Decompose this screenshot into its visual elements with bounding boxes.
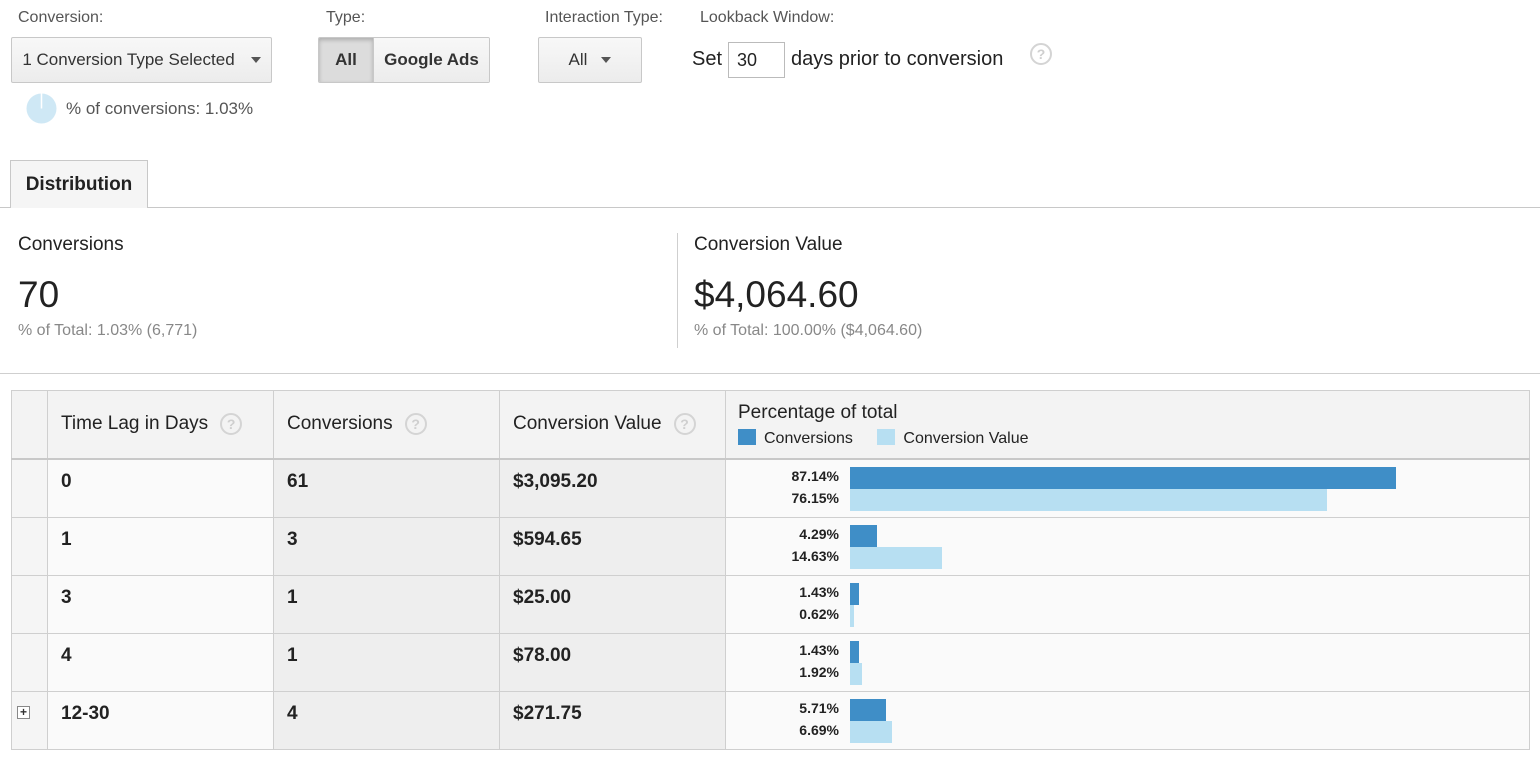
conversions-bar <box>850 466 1397 489</box>
cell-percentage-bars: 5.71% 6.69% <box>725 690 1530 750</box>
cell-conversions: 1 <box>273 632 500 692</box>
lookback-days-input[interactable] <box>728 42 785 78</box>
summary-divider <box>677 233 678 348</box>
summary-conversions-sub: % of Total: 1.03% (6,771) <box>18 322 198 339</box>
header-conversions[interactable]: Conversions ? <box>273 390 500 460</box>
cell-percentage-bars: 1.43% 1.92% <box>725 632 1530 692</box>
help-icon[interactable]: ? <box>673 413 696 436</box>
conversion-value-bar <box>850 604 854 627</box>
help-icon[interactable]: ? <box>1030 43 1052 65</box>
conversions-percent: 5.71% <box>799 699 839 716</box>
conversions-bar <box>850 582 859 605</box>
conversion-value-percent: 0.62% <box>799 605 839 622</box>
cell-conversion-value: $594.65 <box>499 516 726 576</box>
legend-swatch-conversions <box>738 429 756 445</box>
cell-conversions: 1 <box>273 574 500 634</box>
tab-divider <box>0 207 1540 208</box>
conversion-value-bar <box>850 546 942 569</box>
lookback-window-label: Lookback Window: <box>700 9 835 26</box>
header-percentage-label: Percentage of total <box>738 402 898 423</box>
cell-percentage-bars: 4.29% 14.63% <box>725 516 1530 576</box>
cell-time-lag: 4 <box>47 632 274 692</box>
header-conversion-value-label: Conversion Value <box>513 413 662 435</box>
type-toggle: All Google Ads <box>318 37 490 83</box>
cell-conversion-value: $271.75 <box>499 690 726 750</box>
conversion-value-percent: 6.69% <box>799 721 839 738</box>
summary-conversions-label: Conversions <box>18 234 124 255</box>
cell-conversion-value: $25.00 <box>499 574 726 634</box>
percent-of-conversions: % of conversions: 1.03% <box>66 99 254 118</box>
conversion-value-percent: 14.63% <box>791 547 839 564</box>
section-divider <box>0 373 1540 374</box>
interaction-type-value: All <box>568 50 588 69</box>
table-row: 1 3 $594.65 4.29% 14.63% <box>11 516 1530 576</box>
conversions-bar <box>850 698 886 721</box>
lookback-suffix: days prior to conversion <box>791 48 1004 70</box>
expand-cell <box>11 458 48 518</box>
cell-conversion-value: $78.00 <box>499 632 726 692</box>
conversion-value-bar <box>850 662 863 685</box>
interaction-type-dropdown[interactable]: All <box>538 37 642 83</box>
conversion-value-percent: 1.92% <box>799 663 839 680</box>
cell-time-lag: 1 <box>47 516 274 576</box>
cell-percentage-bars: 1.43% 0.62% <box>725 574 1530 634</box>
tab-distribution[interactable]: Distribution <box>10 160 148 208</box>
summary-conversions-value: 70 <box>18 274 60 315</box>
table-row: 0 61 $3,095.20 87.14% 76.15% <box>11 458 1530 518</box>
chevron-down-icon <box>250 57 261 63</box>
summary-value-label: Conversion Value <box>694 234 843 255</box>
type-label: Type: <box>326 9 366 26</box>
header-conversion-value[interactable]: Conversion Value ? <box>499 390 726 460</box>
cell-time-lag: 12-30 <box>47 690 274 750</box>
expand-cell <box>11 574 48 634</box>
help-icon[interactable]: ? <box>404 413 427 436</box>
summary-value-value: $4,064.60 <box>694 274 859 315</box>
interaction-type-label: Interaction Type: <box>545 9 663 26</box>
header-expand-col <box>11 390 48 460</box>
time-lag-table: Time Lag in Days ? Conversions ? Convers… <box>11 390 1530 750</box>
header-time-lag-label: Time Lag in Days <box>61 413 209 435</box>
expand-cell <box>11 632 48 692</box>
conversions-bar <box>850 524 877 547</box>
pie-chart-icon <box>26 93 57 124</box>
type-all-button[interactable]: All <box>319 38 373 82</box>
header-conversions-label: Conversions <box>287 413 393 435</box>
conversions-percent: 87.14% <box>791 467 839 484</box>
cell-conversions: 3 <box>273 516 500 576</box>
cell-time-lag: 0 <box>47 458 274 518</box>
legend-conversions: Conversions <box>764 430 853 447</box>
cell-conversions: 4 <box>273 690 500 750</box>
conversion-label: Conversion: <box>18 9 104 26</box>
header-percentage: Percentage of total Conversions Conversi… <box>725 390 1530 460</box>
lookback-prefix: Set <box>692 48 723 70</box>
conversion-value-bar <box>850 488 1328 511</box>
cell-percentage-bars: 87.14% 76.15% <box>725 458 1530 518</box>
legend-swatch-conversion-value <box>877 429 896 445</box>
conversion-value-bar <box>850 720 892 743</box>
conversions-bar <box>850 640 859 663</box>
chart-legend: Conversions Conversion Value <box>738 429 1529 448</box>
summary-value-sub: % of Total: 100.00% ($4,064.60) <box>694 322 923 339</box>
help-icon[interactable]: ? <box>220 413 243 436</box>
expand-cell: + <box>11 690 48 750</box>
conversions-percent: 1.43% <box>799 583 839 600</box>
header-time-lag[interactable]: Time Lag in Days ? <box>47 390 274 460</box>
type-google-ads-button[interactable]: Google Ads <box>373 38 489 82</box>
cell-time-lag: 3 <box>47 574 274 634</box>
table-header-row: Time Lag in Days ? Conversions ? Convers… <box>11 390 1530 460</box>
conversion-dropdown-value: 1 Conversion Type Selected <box>22 50 235 69</box>
conversion-dropdown[interactable]: 1 Conversion Type Selected <box>11 37 272 83</box>
expand-cell <box>11 516 48 576</box>
cell-conversion-value: $3,095.20 <box>499 458 726 518</box>
legend-conversion-value: Conversion Value <box>903 430 1029 447</box>
cell-conversions: 61 <box>273 458 500 518</box>
chevron-down-icon <box>601 57 612 63</box>
table-row: 3 1 $25.00 1.43% 0.62% <box>11 574 1530 634</box>
conversions-percent: 4.29% <box>799 525 839 542</box>
table-row: +12-30 4 $271.75 5.71% 6.69% <box>11 690 1530 750</box>
expand-icon[interactable]: + <box>17 705 30 719</box>
conversions-percent: 1.43% <box>799 641 839 658</box>
conversion-value-percent: 76.15% <box>791 489 839 506</box>
table-row: 4 1 $78.00 1.43% 1.92% <box>11 632 1530 692</box>
